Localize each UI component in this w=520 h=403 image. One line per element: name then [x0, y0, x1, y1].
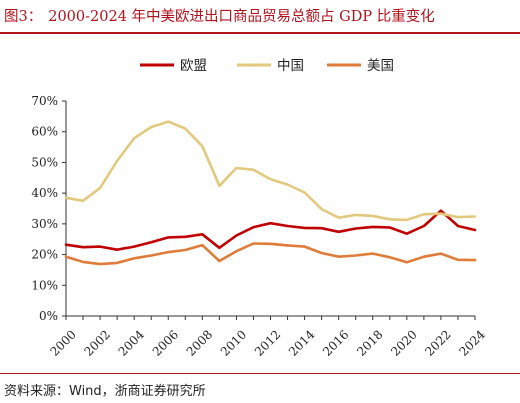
x-tick-label: 2022 [422, 327, 453, 358]
y-tick-label: 50% [31, 155, 58, 169]
y-tick-label: 40% [31, 186, 58, 200]
chart-title: 图3： 2000-2024 年中美欧进出口商品贸易总额占 GDP 比重变化 [0, 0, 520, 30]
y-tick-label: 30% [31, 217, 58, 231]
y-tick-label: 0% [39, 309, 58, 323]
legend-label: 欧盟 [180, 58, 207, 74]
x-tick-label: 2000 [47, 327, 78, 358]
x-tick-label: 2012 [252, 327, 283, 358]
series-lines [64, 120, 477, 266]
x-tick-label: 2010 [218, 327, 249, 358]
source-note: 资料来源：Wind，浙商证券研究所 [4, 384, 206, 399]
legend-label: 美国 [367, 58, 394, 74]
x-tick-label: 2004 [116, 327, 148, 359]
x-tick-label: 2016 [320, 327, 351, 358]
y-tick-label: 70% [31, 94, 58, 108]
y-tick-label: 60% [31, 125, 58, 139]
legend: 欧盟 中国 美国 [140, 58, 394, 74]
y-tick-label: 20% [31, 248, 58, 262]
series-line-3 [64, 242, 477, 266]
figure-number: 图3： [4, 8, 43, 25]
x-tick-label: 2006 [150, 327, 181, 358]
figure-title-text: 2000-2024 年中美欧进出口商品贸易总额占 GDP 比重变化 [48, 8, 435, 25]
source-divider [0, 373, 520, 374]
title-divider [0, 32, 520, 34]
legend-label: 中国 [277, 58, 304, 74]
x-tick-label: 2020 [388, 327, 419, 358]
x-tick-label: 2002 [82, 327, 113, 358]
x-tick-label: 2008 [184, 327, 215, 358]
x-tick-label: 2018 [354, 327, 385, 358]
line-chart: 欧盟 中国 美国 0%10%20%30%40%50%60%70%2000 2002 20… [31, 58, 488, 359]
series-line-1 [64, 209, 477, 251]
x-tick-label: 2014 [286, 327, 318, 359]
y-tick-label: 10% [31, 278, 58, 292]
x-tick-label: 2024 [456, 327, 488, 359]
series-line-2 [64, 120, 477, 222]
